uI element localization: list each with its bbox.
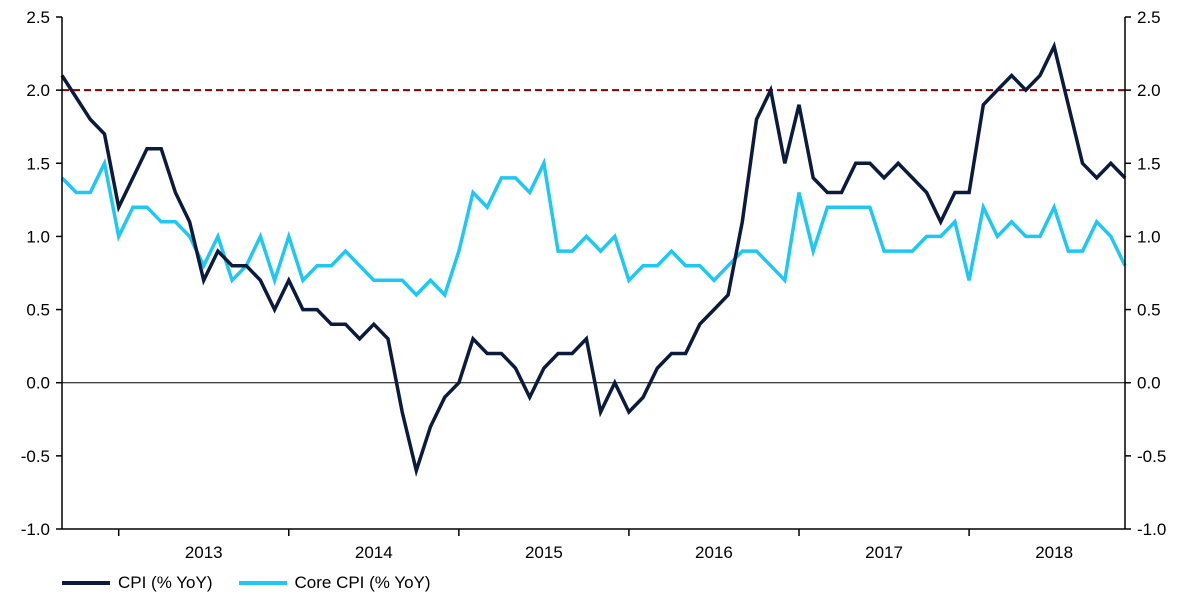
legend-label-cpi: CPI (% YoY)	[118, 573, 213, 592]
y-tick-label-right: 1.0	[1137, 227, 1161, 246]
y-tick-label-left: 1.0	[26, 227, 50, 246]
y-tick-label-left: 2.0	[26, 81, 50, 100]
series-line-core-cpi	[60, 157, 1127, 299]
x-tick-label: 2016	[695, 543, 733, 562]
series-line-cpi	[60, 41, 1127, 477]
plot-area	[60, 41, 1127, 477]
legend-item-cpi: CPI (% YoY)	[62, 573, 213, 593]
legend: CPI (% YoY) Core CPI (% YoY)	[62, 573, 457, 593]
y-tick-label-left: -1.0	[21, 520, 50, 539]
legend-item-core-cpi: Core CPI (% YoY)	[238, 573, 431, 593]
x-tick-label: 2013	[185, 543, 223, 562]
y-tick-label-right: 0.0	[1137, 374, 1161, 393]
axes	[56, 16, 1131, 536]
legend-label-core-cpi: Core CPI (% YoY)	[294, 573, 431, 592]
y-tick-label-right: 0.5	[1137, 301, 1161, 320]
x-tick-label: 2017	[865, 543, 903, 562]
y-tick-label-right: -1.0	[1137, 520, 1166, 539]
y-tick-label-left: 2.5	[26, 8, 50, 27]
legend-swatch-cpi	[62, 581, 110, 585]
y-tick-label-right: 2.5	[1137, 8, 1161, 27]
y-tick-label-left: -0.5	[21, 447, 50, 466]
x-tick-label: 2015	[525, 543, 563, 562]
legend-swatch-core-cpi	[238, 581, 287, 585]
x-tick-label: 2014	[355, 543, 393, 562]
tick-labels: -1.0 -1.0 -0.5 -0.5 0.0 0.0 0.5 0.5 1.0 1.0 1.5 1.5…	[21, 8, 1167, 562]
x-tick-label: 2018	[1035, 543, 1073, 562]
y-tick-label-left: 0.0	[26, 374, 50, 393]
y-tick-label-right: 2.0	[1137, 81, 1161, 100]
y-tick-label-left: 0.5	[26, 301, 50, 320]
y-tick-label-right: -0.5	[1137, 447, 1166, 466]
y-tick-label-right: 1.5	[1137, 154, 1161, 173]
y-tick-label-left: 1.5	[26, 154, 50, 173]
